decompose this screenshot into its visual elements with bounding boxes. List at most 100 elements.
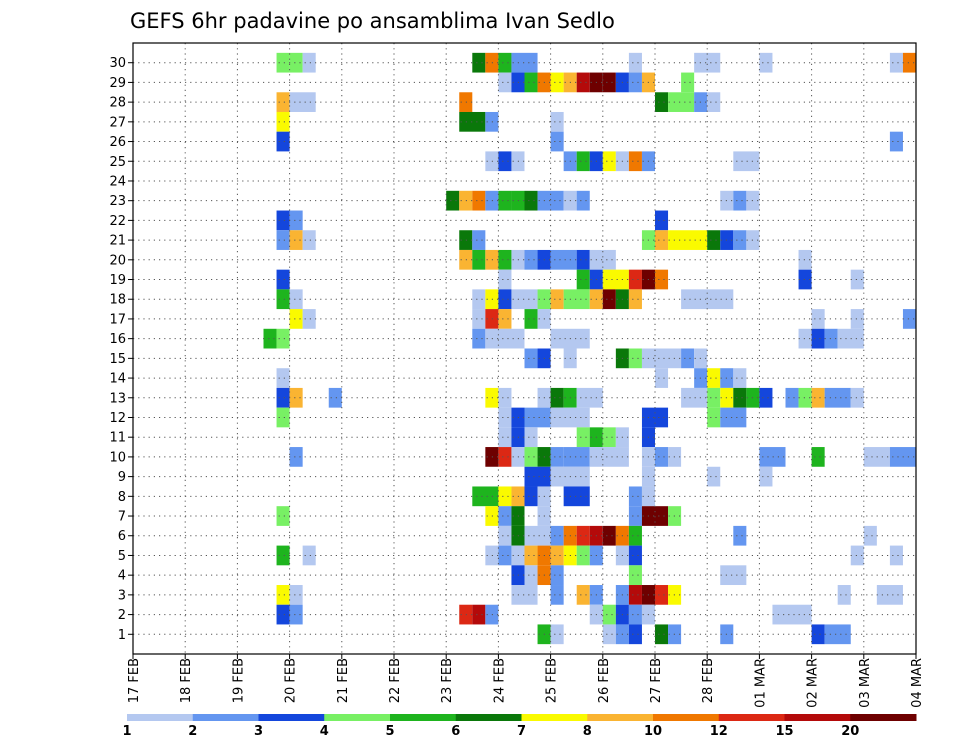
x-tick-label: 23 FEB (440, 658, 455, 703)
heatmap-cell (628, 289, 642, 310)
heatmap-cell (889, 545, 903, 566)
heatmap-cell (524, 447, 538, 467)
heatmap-cell (811, 387, 825, 408)
heatmap-cell (824, 328, 838, 349)
heatmap-cell (524, 427, 538, 448)
y-tick-label: 16 (109, 332, 126, 347)
heatmap-cell (889, 52, 903, 73)
heatmap-cell (289, 585, 303, 605)
heatmap-cell (302, 52, 316, 73)
heatmap-cell (576, 72, 590, 93)
x-axis: 17 FEB 18 FEB 19 FEB 20 FEB 21 FEB 22 FEB 23 F… (127, 654, 925, 708)
heatmap-cell (550, 249, 577, 270)
heatmap-cell (811, 447, 825, 467)
heatmap-cell (902, 309, 916, 329)
heatmap-cell (302, 545, 316, 566)
heatmap-cell (681, 387, 708, 408)
legend-label: 3 (254, 724, 263, 739)
legend-label: 4 (320, 724, 329, 739)
heatmap-cell (524, 565, 538, 586)
heatmap-cell (472, 52, 486, 73)
heatmap-cell (498, 151, 512, 172)
heatmap-cell (694, 52, 721, 73)
heatmap-cell (550, 585, 564, 605)
legend-label: 8 (583, 724, 592, 739)
y-tick-label: 19 (109, 273, 126, 288)
heatmap-cell (498, 72, 512, 93)
heatmap-cell (524, 249, 538, 270)
heatmap-cell (707, 230, 721, 250)
heatmap-cell (602, 151, 616, 172)
heatmap-cell (498, 190, 512, 211)
heatmap-cell (602, 269, 629, 290)
y-tick-label: 13 (109, 391, 126, 406)
heatmap-cell (550, 131, 564, 152)
y-tick-label: 21 (109, 234, 126, 249)
heatmap-cell (798, 269, 812, 290)
heatmap-cell (641, 348, 682, 369)
y-tick-label: 3 (118, 588, 126, 603)
y-tick-label: 15 (109, 352, 126, 367)
legend-label: 2 (188, 724, 197, 739)
heatmap-cell (655, 230, 669, 250)
legend-label: 1 (122, 724, 131, 739)
legend-label: 12 (710, 724, 728, 739)
heatmap-cell (733, 525, 747, 546)
grid-layer (133, 43, 916, 654)
heatmap-cell (759, 447, 786, 467)
heatmap-cell (798, 387, 812, 408)
heatmap-cell (459, 604, 473, 625)
y-tick-label: 22 (109, 214, 126, 229)
heatmap-cell (459, 111, 486, 132)
heatmap-cell (459, 190, 473, 211)
y-tick-label: 25 (109, 155, 126, 170)
heatmap-cell (576, 249, 590, 270)
heatmap-cell (472, 190, 486, 211)
legend-swatch (784, 714, 851, 721)
heatmap-cell (628, 506, 642, 526)
heatmap-cell (772, 604, 812, 625)
heatmap-cell (668, 92, 695, 112)
heatmap-cell (498, 289, 512, 310)
y-tick-label: 1 (118, 628, 126, 643)
legend-label: 20 (841, 724, 859, 739)
legend-swatch (324, 714, 391, 721)
legend-label: 7 (517, 724, 526, 739)
x-tick-label: 19 FEB (231, 658, 246, 703)
heatmap-cell (707, 387, 721, 408)
heatmap-cell (602, 427, 616, 448)
heatmap-cell (733, 387, 747, 408)
heatmap-cell (655, 624, 669, 645)
x-tick-label: 04 MAR (910, 658, 925, 708)
heatmap-cell (707, 466, 721, 487)
heatmap-cell (289, 447, 303, 467)
heatmap-cell (602, 604, 616, 625)
heatmap-cell (276, 506, 290, 526)
heatmap-cell (511, 52, 538, 73)
heatmap-cell (811, 328, 825, 349)
heatmap-cell (472, 328, 486, 349)
heatmap-cell (720, 407, 747, 428)
y-tick-label: 17 (109, 312, 126, 327)
legend-swatch (455, 714, 522, 721)
heatmap-cell (472, 289, 486, 310)
heatmap-cell (550, 387, 564, 408)
y-tick-label: 30 (109, 56, 126, 71)
y-tick-label: 5 (118, 549, 126, 564)
heatmap-cell (498, 309, 512, 329)
heatmap-cell (498, 525, 512, 546)
heatmap-cell (889, 131, 903, 152)
heatmap-cell (446, 190, 460, 211)
heatmap-cell (276, 52, 290, 73)
heatmap-cell (276, 269, 290, 290)
heatmap-cell (850, 387, 864, 408)
x-tick-label: 18 FEB (179, 658, 194, 703)
heatmap-cell (328, 387, 342, 408)
heatmap-cell (550, 447, 564, 467)
heatmap-cell (850, 545, 864, 566)
heatmap-cell (563, 289, 590, 310)
heatmap-cell (655, 210, 669, 231)
heatmap-cell (876, 585, 903, 605)
heatmap-cell (628, 624, 642, 645)
